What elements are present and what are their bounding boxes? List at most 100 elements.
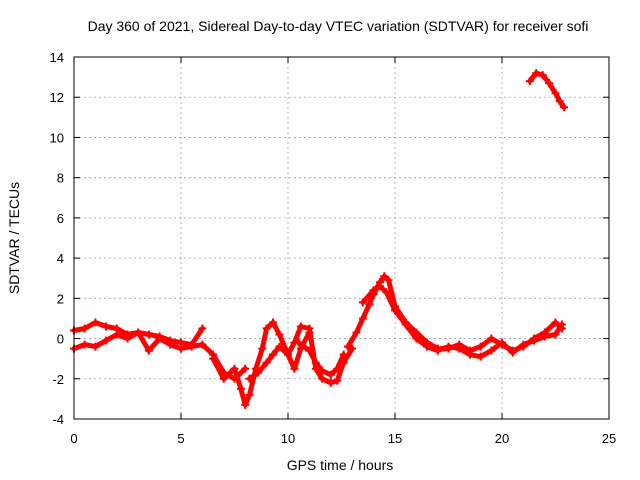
- x-tick-label: 5: [177, 431, 184, 446]
- data-point: [476, 352, 485, 361]
- data-point: [365, 300, 374, 309]
- data-point: [198, 324, 207, 333]
- data-point: [382, 288, 391, 297]
- y-tick-label: 10: [50, 130, 64, 145]
- data-point: [219, 374, 228, 383]
- data-point: [560, 103, 569, 112]
- data-point: [555, 97, 564, 106]
- data-point: [358, 298, 367, 307]
- data-point: [305, 346, 314, 355]
- data-point: [269, 350, 278, 359]
- data-point: [333, 364, 342, 373]
- data-point: [545, 79, 554, 88]
- x-axis-label: GPS time / hours: [287, 457, 394, 473]
- y-tick-label: 8: [57, 171, 64, 186]
- data-point: [318, 366, 327, 375]
- data-point: [333, 376, 342, 385]
- data-point: [380, 272, 389, 281]
- grid-lines: [74, 57, 609, 419]
- data-point: [508, 348, 517, 357]
- data-point: [123, 334, 132, 343]
- data-point: [177, 344, 185, 353]
- data-point: [343, 342, 352, 351]
- data-point: [525, 77, 534, 86]
- data-point: [305, 324, 314, 333]
- data-point: [532, 69, 541, 78]
- data-point: [376, 282, 385, 291]
- data-point: [519, 340, 528, 349]
- data-point: [290, 364, 299, 373]
- data-point: [198, 340, 207, 349]
- axis-ticks: 0 5 10 15 20 25 -4 -2 0 2 4 6 8 10 12 14: [50, 50, 617, 446]
- data-point: [311, 358, 320, 367]
- y-tick-label: 0: [57, 332, 64, 347]
- data-point: [91, 342, 100, 351]
- chart-title: Day 360 of 2021, Sidereal Day-to-day VTE…: [88, 18, 589, 34]
- data-point: [269, 318, 278, 327]
- data-point: [262, 324, 271, 333]
- data-point: [433, 346, 442, 355]
- x-tick-label: 0: [70, 431, 77, 446]
- data-point: [530, 336, 539, 345]
- data-point: [551, 89, 560, 98]
- data-point: [551, 318, 560, 327]
- data-point: [444, 342, 453, 351]
- data-point: [134, 328, 143, 337]
- data-point: [258, 344, 267, 353]
- data-point: [487, 334, 496, 343]
- data-point: [326, 370, 335, 379]
- data-point: [275, 330, 284, 339]
- y-tick-label: 14: [50, 50, 64, 65]
- data-point: [423, 342, 432, 351]
- data-point: [144, 346, 153, 355]
- data-point: [391, 306, 399, 315]
- data-point: [284, 350, 292, 359]
- data-point: [540, 332, 549, 341]
- data-point: [538, 71, 547, 80]
- data-point: [275, 342, 284, 351]
- data-point: [487, 346, 496, 355]
- data-point: [155, 334, 164, 343]
- data-point: [551, 330, 560, 339]
- y-tick-label: -2: [52, 372, 64, 387]
- data-point: [557, 320, 566, 329]
- y-axis-label: SDTVAR / TECUs: [6, 182, 22, 294]
- data-point: [144, 330, 153, 339]
- y-tick-label: 12: [50, 90, 64, 105]
- data-point: [80, 340, 89, 349]
- x-tick-label: 25: [602, 431, 616, 446]
- data-point: [236, 384, 245, 393]
- data-point: [245, 374, 254, 383]
- data-point: [230, 364, 239, 373]
- data-point: [294, 338, 303, 347]
- data-point: [384, 276, 393, 285]
- data-point: [166, 340, 175, 349]
- data-point: [369, 286, 378, 295]
- y-tick-label: 4: [57, 251, 64, 266]
- data-point: [455, 344, 464, 353]
- data-point: [348, 344, 357, 353]
- data-point: [262, 358, 271, 367]
- data-point: [80, 324, 89, 333]
- data-point: [187, 342, 196, 351]
- plot-frame: [73, 56, 610, 420]
- data-series: [70, 69, 569, 409]
- data-point: [245, 390, 254, 399]
- data-point: [91, 318, 100, 327]
- data-point: [465, 350, 474, 359]
- data-point: [112, 330, 121, 339]
- y-tick-label: -4: [52, 412, 64, 427]
- data-point: [209, 354, 218, 363]
- data-point: [102, 336, 111, 345]
- data-point: [318, 374, 327, 383]
- data-point: [476, 342, 485, 351]
- data-point: [339, 350, 348, 359]
- data-point: [498, 338, 506, 347]
- x-tick-label: 15: [388, 431, 402, 446]
- data-point: [241, 364, 250, 373]
- x-tick-label: 10: [281, 431, 295, 446]
- data-point: [296, 322, 305, 331]
- data-point: [102, 322, 111, 331]
- data-point: [401, 320, 410, 329]
